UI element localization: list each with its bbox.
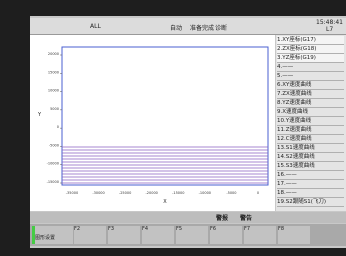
line-number: L7 (326, 26, 333, 33)
softkey[interactable]: F2 (74, 226, 106, 244)
y-tick-label: 10000 (48, 89, 59, 93)
softkey[interactable]: F8 (278, 226, 310, 244)
plot: 20000 15000 10000 5000 0 -5000 -10000 -15000 -35… (30, 35, 275, 211)
menu-item[interactable]: 17.—— (277, 180, 344, 189)
x-tick-label: -30000 (92, 191, 104, 195)
side-menu: 1.XY座标(G17)2.ZX座标(G18)3.YZ座标(G19)4.——5.—… (276, 35, 346, 211)
y-axis-label: Y (37, 112, 42, 118)
x-tick-label: -10000 (199, 191, 211, 195)
menu-item[interactable]: 8.YZ速度曲线 (277, 99, 344, 108)
menu-item[interactable]: 6.XY速度曲线 (277, 81, 344, 90)
menu-item[interactable]: 16.—— (277, 171, 344, 180)
x-tick-label: 0 (257, 191, 259, 195)
y-tick-label: 20000 (48, 52, 59, 56)
menu-item[interactable]: 5.—— (277, 72, 344, 81)
softkey[interactable]: F7 (244, 226, 276, 244)
menu-item[interactable]: 3.YZ座标(G19) (277, 54, 344, 63)
status-bar: 警报 警告 (30, 212, 346, 223)
menu-item[interactable]: 2.ZX座标(G18) (277, 45, 344, 54)
y-tick-label: 5000 (50, 107, 59, 111)
x-tick-label: -5000 (226, 191, 236, 195)
softkey[interactable]: F6 (210, 226, 242, 244)
menu-item[interactable]: 18.—— (277, 189, 344, 198)
menu-item[interactable]: 4.—— (277, 63, 344, 72)
menu-item[interactable]: 14.S2速度曲线 (277, 153, 344, 162)
menu-item[interactable]: 10.Y速度曲线 (277, 117, 344, 126)
clock: 15:48:41 (316, 19, 343, 26)
x-tick-label: -20000 (146, 191, 158, 195)
y-tick-label: -15000 (47, 180, 59, 184)
softkey[interactable]: F5 (176, 226, 208, 244)
x-axis-label: X (163, 199, 167, 205)
menu-item[interactable]: 13.S1速度曲线 (277, 144, 344, 153)
softkey[interactable]: F4 (142, 226, 174, 244)
menu-item[interactable]: 1.XY座标(G17) (277, 36, 344, 45)
y-tick-label: -10000 (47, 162, 59, 166)
x-tick-label: -35000 (66, 191, 78, 195)
y-tick-label: -5000 (49, 143, 59, 147)
header-item[interactable]: 诊断 (215, 23, 227, 32)
x-tick-label: -25000 (119, 191, 131, 195)
softkey[interactable]: 图形设置 (32, 226, 73, 244)
menu-item[interactable]: 9.X速度曲线 (277, 108, 344, 117)
y-tick-label: 15000 (48, 70, 59, 74)
header-item: 自动 (170, 23, 182, 32)
hmi-screen: ALL 自动准备完成诊断 15:48:41L7 20000 15000 10000 500… (0, 0, 346, 256)
status-item: 警告 (240, 213, 252, 222)
menu-item[interactable]: 19.S2跟随S1(飞刀) (277, 198, 344, 207)
plot-frame (62, 47, 268, 185)
x-tick-label: -15000 (172, 191, 184, 195)
header-item: 准备完成 (190, 23, 214, 32)
menu-item[interactable]: 12.C速度曲线 (277, 135, 344, 144)
softkey[interactable]: F3 (108, 226, 140, 244)
menu-item[interactable]: 11.Z速度曲线 (277, 126, 344, 135)
menu-item[interactable]: 15.S3速度曲线 (277, 162, 344, 171)
menu-item[interactable]: 7.ZX速度曲线 (277, 90, 344, 99)
status-item: 警报 (216, 213, 228, 222)
y-tick-label: 0 (57, 125, 59, 129)
header-item: ALL (90, 23, 101, 30)
